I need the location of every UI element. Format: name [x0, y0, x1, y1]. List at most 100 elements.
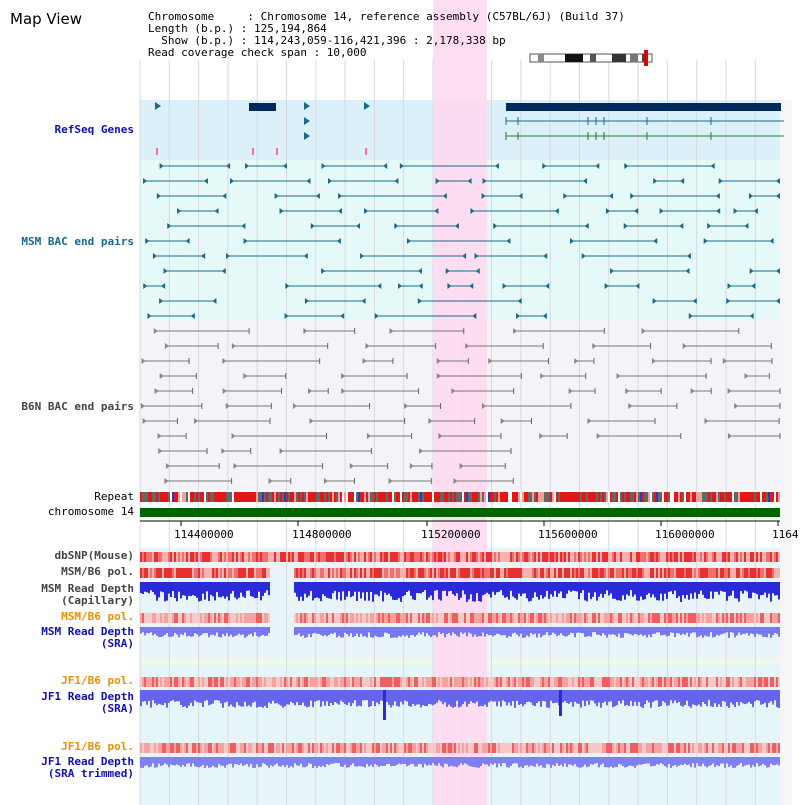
depth-bar: [604, 582, 606, 594]
depth-bar: [222, 690, 224, 708]
pol-cell: [222, 677, 224, 687]
depth-bar: [680, 757, 682, 765]
pol-cell: [746, 552, 748, 562]
pol-cell: [530, 677, 532, 687]
pol-cell: [492, 552, 494, 562]
repeat-segment: [546, 492, 548, 502]
depth-bar: [730, 582, 732, 596]
pol-cell: [750, 743, 752, 753]
repeat-segment: [292, 492, 294, 502]
depth-bar: [276, 757, 278, 764]
depth-bar: [512, 627, 514, 634]
pol-cell: [330, 568, 332, 578]
depth-bar: [602, 690, 604, 703]
depth-bar: [172, 627, 174, 637]
pol-cell: [338, 568, 340, 578]
depth-bar: [736, 690, 738, 702]
pol-cell: [642, 552, 644, 562]
pol-cell: [242, 613, 244, 623]
pol-cell: [734, 568, 736, 578]
depth-bar: [718, 690, 720, 705]
repeat-segment: [482, 492, 484, 502]
depth-bar: [312, 582, 314, 601]
pol-cell: [628, 613, 630, 623]
pol-cell: [364, 568, 366, 578]
pol-cell: [358, 613, 360, 623]
depth-bar: [160, 757, 162, 767]
repeat-segment: [558, 492, 560, 502]
depth-bar: [354, 690, 356, 701]
pol-cell: [180, 568, 182, 578]
depth-bar: [304, 582, 306, 594]
pol-cell: [570, 552, 572, 562]
pol-cell: [222, 568, 224, 578]
repeat-segment: [508, 492, 510, 502]
pol-cell: [304, 743, 306, 753]
b6n-end-marker: [727, 388, 732, 394]
repeat-segment: [550, 492, 552, 502]
depth-bar: [250, 690, 252, 707]
pol-cell: [774, 613, 776, 623]
pol-cell: [728, 568, 730, 578]
depth-bar: [240, 690, 242, 707]
depth-bar: [342, 757, 344, 767]
repeat-segment: [402, 492, 404, 502]
depth-bar: [262, 757, 264, 764]
repeat-segment: [226, 492, 228, 502]
pol-cell: [334, 743, 336, 753]
bac-end-marker: [467, 178, 472, 184]
depth-bar: [226, 757, 228, 766]
pol-cell: [476, 677, 478, 687]
bac-end-marker: [222, 193, 227, 199]
pol-cell: [300, 568, 302, 578]
pol-cell: [148, 552, 150, 562]
pol-cell: [580, 613, 582, 623]
depth-bar: [294, 582, 296, 593]
highlight-region: [433, 0, 487, 805]
pol-cell: [250, 677, 252, 687]
pol-cell: [562, 677, 564, 687]
repeat-segment: [238, 492, 240, 502]
depth-bar: [366, 582, 368, 593]
pol-cell: [206, 613, 208, 623]
pol-cell: [684, 677, 686, 687]
depth-bar: [516, 582, 518, 600]
depth-bar: [376, 690, 378, 703]
depth-bar: [566, 627, 568, 637]
bac-end-marker: [610, 268, 615, 274]
pol-cell: [610, 552, 612, 562]
pol-cell: [208, 568, 210, 578]
pol-cell: [152, 677, 154, 687]
repeat-segment: [340, 492, 342, 502]
pol-cell: [670, 568, 672, 578]
depth-bar: [140, 690, 142, 707]
pol-cell: [578, 552, 580, 562]
bac-end-marker: [226, 253, 231, 259]
b6n-end-marker: [225, 403, 230, 409]
bac-end-marker: [282, 163, 287, 169]
depth-bar: [660, 690, 662, 707]
depth-bar: [778, 627, 780, 637]
pol-cell: [318, 677, 320, 687]
depth-bar: [272, 757, 274, 767]
depth-bar: [482, 690, 484, 707]
pol-cell: [266, 677, 268, 687]
depth-bar: [470, 582, 472, 595]
pol-cell: [742, 552, 744, 562]
depth-bar: [202, 627, 204, 634]
depth-bar: [454, 690, 456, 707]
depth-bar: [636, 690, 638, 706]
pol-cell: [408, 743, 410, 753]
repeat-segment: [334, 492, 336, 502]
depth-bar: [424, 757, 426, 764]
depth-bar: [236, 690, 238, 703]
pol-cell: [378, 613, 380, 623]
pol-cell: [326, 743, 328, 753]
pol-cell: [482, 552, 484, 562]
pol-cell: [778, 743, 780, 753]
repeat-segment: [532, 492, 534, 502]
depth-bar: [430, 582, 432, 596]
pol-cell: [404, 613, 406, 623]
depth-bar: [164, 582, 166, 602]
